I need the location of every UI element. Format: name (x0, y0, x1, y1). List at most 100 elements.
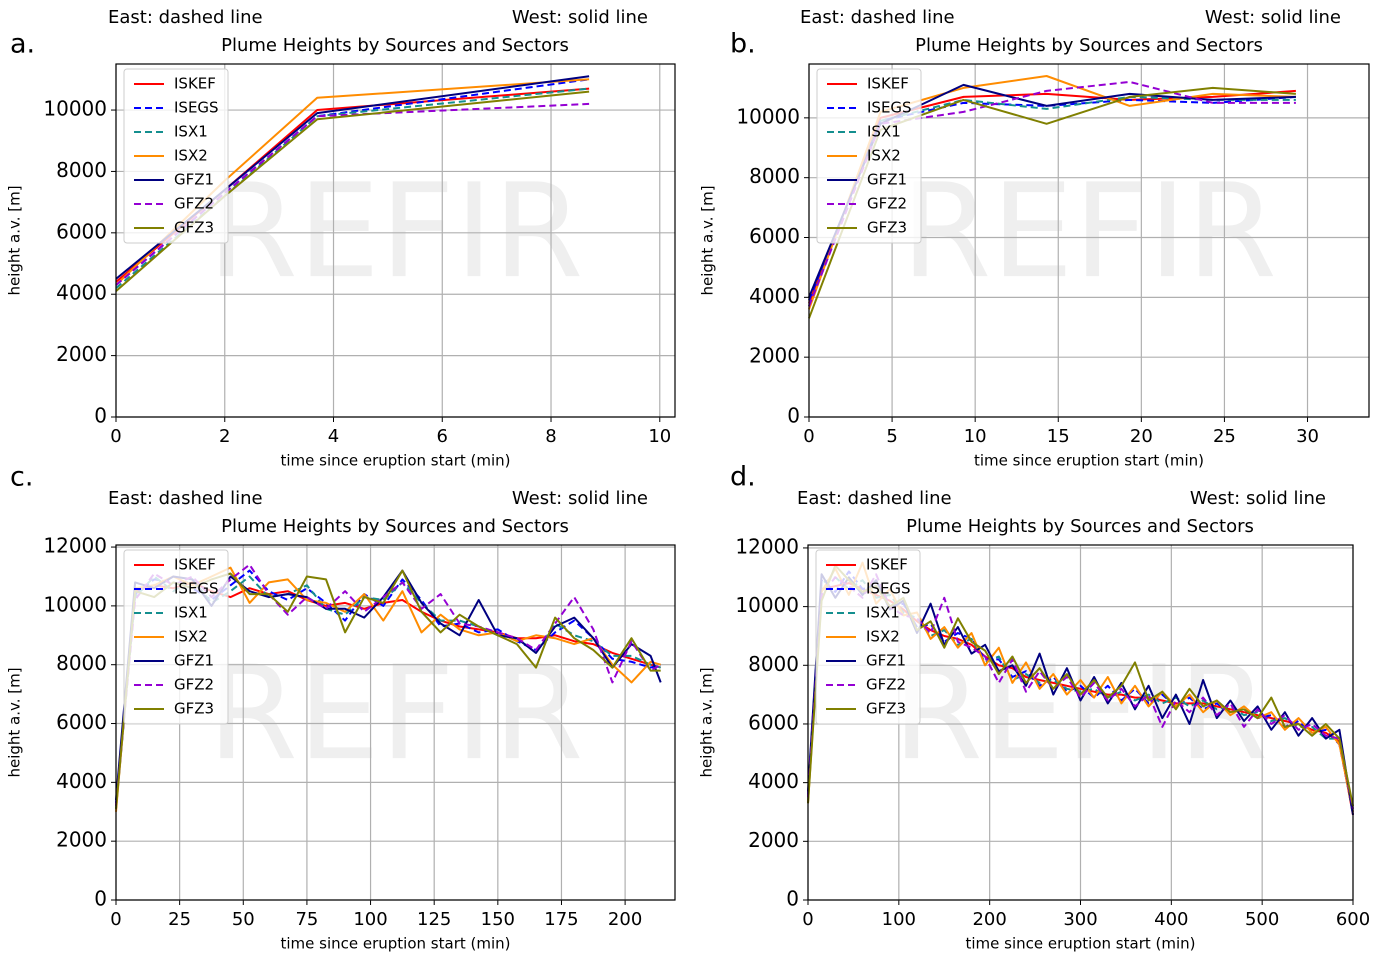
x-tick-label: 10 (964, 426, 987, 447)
x-tick-label: 300 (1063, 909, 1097, 930)
y-tick-label: 8000 (56, 651, 107, 675)
plot-frame (115, 63, 676, 418)
y-tick-label: 2000 (56, 828, 107, 852)
x-tick-label: 200 (608, 909, 642, 930)
y-tick-label: 2000 (56, 342, 107, 366)
y-tick-label: 4000 (56, 769, 107, 793)
legend-box (123, 549, 229, 725)
legend-box (123, 68, 229, 244)
x-tick-label: 6 (437, 426, 448, 447)
x-tick-label: 0 (803, 426, 814, 447)
x-tick-label: 10 (648, 426, 671, 447)
east-note: East: dashed line (108, 7, 263, 28)
x-tick-label: 175 (544, 909, 578, 930)
x-tick-label: 5 (886, 426, 897, 447)
x-axis-label: time since eruption start (min) (974, 452, 1204, 470)
x-tick-label: 125 (417, 909, 451, 930)
y-tick-label: 8000 (749, 164, 800, 188)
legend-label: ISEGS (174, 580, 219, 598)
legend-label: GFZ2 (866, 676, 906, 694)
legend-label: ISX2 (867, 147, 901, 165)
panel-label: c. (10, 462, 33, 493)
legend-box (816, 68, 922, 244)
y-tick-label: 6000 (56, 710, 107, 734)
chart-title: Plume Heights by Sources and Sectors (221, 516, 569, 537)
legend-label: ISX2 (866, 628, 900, 646)
west-note: West: solid line (1190, 488, 1326, 509)
chart-title: Plume Heights by Sources and Sectors (906, 516, 1254, 537)
y-axis-label: height a.v. [m] (699, 185, 717, 295)
legend-label: ISKEF (174, 556, 216, 574)
y-tick-label: 8000 (56, 158, 107, 182)
chart-title: Plume Heights by Sources and Sectors (915, 35, 1263, 56)
legend-label: ISKEF (174, 75, 216, 93)
y-tick-label: 2000 (749, 344, 800, 368)
watermark: REFIR (901, 155, 1277, 307)
x-tick-label: 500 (1245, 909, 1279, 930)
x-tick-label: 25 (168, 909, 191, 930)
chart-title: Plume Heights by Sources and Sectors (221, 35, 569, 56)
west-note: West: solid line (512, 488, 648, 509)
legend-label: ISX1 (174, 123, 208, 141)
east-note: East: dashed line (797, 488, 952, 509)
plot-frame (807, 544, 1354, 901)
legend-label: GFZ3 (174, 700, 214, 718)
y-tick-label: 0 (94, 887, 107, 911)
legend: ISKEF ISEGS ISX1 ISX2 GFZ1 GFZ2 GFZ3 (123, 549, 229, 725)
series-line (115, 90, 590, 292)
series-line (808, 80, 1296, 307)
y-tick-label: 4000 (749, 284, 800, 308)
legend: ISKEF ISEGS ISX1 ISX2 GFZ1 GFZ2 GFZ3 (123, 68, 229, 244)
x-tick-label: 4 (328, 426, 339, 447)
legend-label: ISEGS (866, 580, 911, 598)
watermark: REFIR (208, 637, 584, 789)
y-tick-label: 10000 (736, 104, 800, 128)
x-tick-label: 0 (110, 426, 121, 447)
x-tick-label: 400 (1154, 909, 1188, 930)
x-tick-label: 100 (882, 909, 916, 930)
legend-label: GFZ2 (174, 676, 214, 694)
legend-label: GFZ1 (174, 171, 214, 189)
x-tick-label: 30 (1296, 426, 1319, 447)
y-tick-label: 12000 (43, 534, 107, 558)
x-axis-label: time since eruption start (min) (280, 452, 510, 470)
x-tick-label: 75 (295, 909, 318, 930)
legend-label: ISEGS (867, 99, 912, 117)
legend-label: GFZ2 (867, 195, 907, 213)
x-tick-label: 50 (232, 909, 255, 930)
x-tick-label: 200 (972, 909, 1006, 930)
legend-label: ISX2 (174, 147, 208, 165)
x-tick-label: 2 (219, 426, 230, 447)
west-note: West: solid line (1205, 7, 1341, 28)
x-tick-label: 0 (110, 909, 121, 930)
y-tick-label: 2000 (748, 828, 799, 852)
legend-label: ISX1 (866, 604, 900, 622)
legend-box (815, 549, 921, 725)
y-tick-label: 6000 (748, 710, 799, 734)
legend: ISKEF ISEGS ISX1 ISX2 GFZ1 GFZ2 GFZ3 (816, 68, 922, 244)
legend-label: ISX2 (174, 628, 208, 646)
x-tick-label: 600 (1336, 909, 1370, 930)
west-note: West: solid line (512, 7, 648, 28)
y-tick-label: 6000 (749, 224, 800, 248)
y-tick-label: 0 (787, 404, 800, 428)
watermark: REFIR (208, 155, 584, 307)
legend-label: GFZ1 (174, 652, 214, 670)
east-note: East: dashed line (800, 7, 955, 28)
legend-label: GFZ2 (174, 195, 214, 213)
legend-label: GFZ3 (867, 219, 907, 237)
legend-label: GFZ3 (866, 700, 906, 718)
y-tick-label: 4000 (56, 281, 107, 305)
y-axis-label: height a.v. [m] (6, 185, 24, 295)
x-tick-label: 0 (802, 909, 813, 930)
series-line (807, 570, 1354, 813)
east-note: East: dashed line (108, 488, 263, 509)
y-axis-label: height a.v. [m] (698, 667, 716, 777)
x-tick-label: 25 (1213, 426, 1236, 447)
legend-label: ISKEF (867, 75, 909, 93)
panel-label: b. (730, 29, 756, 60)
x-tick-label: 100 (353, 909, 387, 930)
panel-label: a. (10, 29, 35, 60)
